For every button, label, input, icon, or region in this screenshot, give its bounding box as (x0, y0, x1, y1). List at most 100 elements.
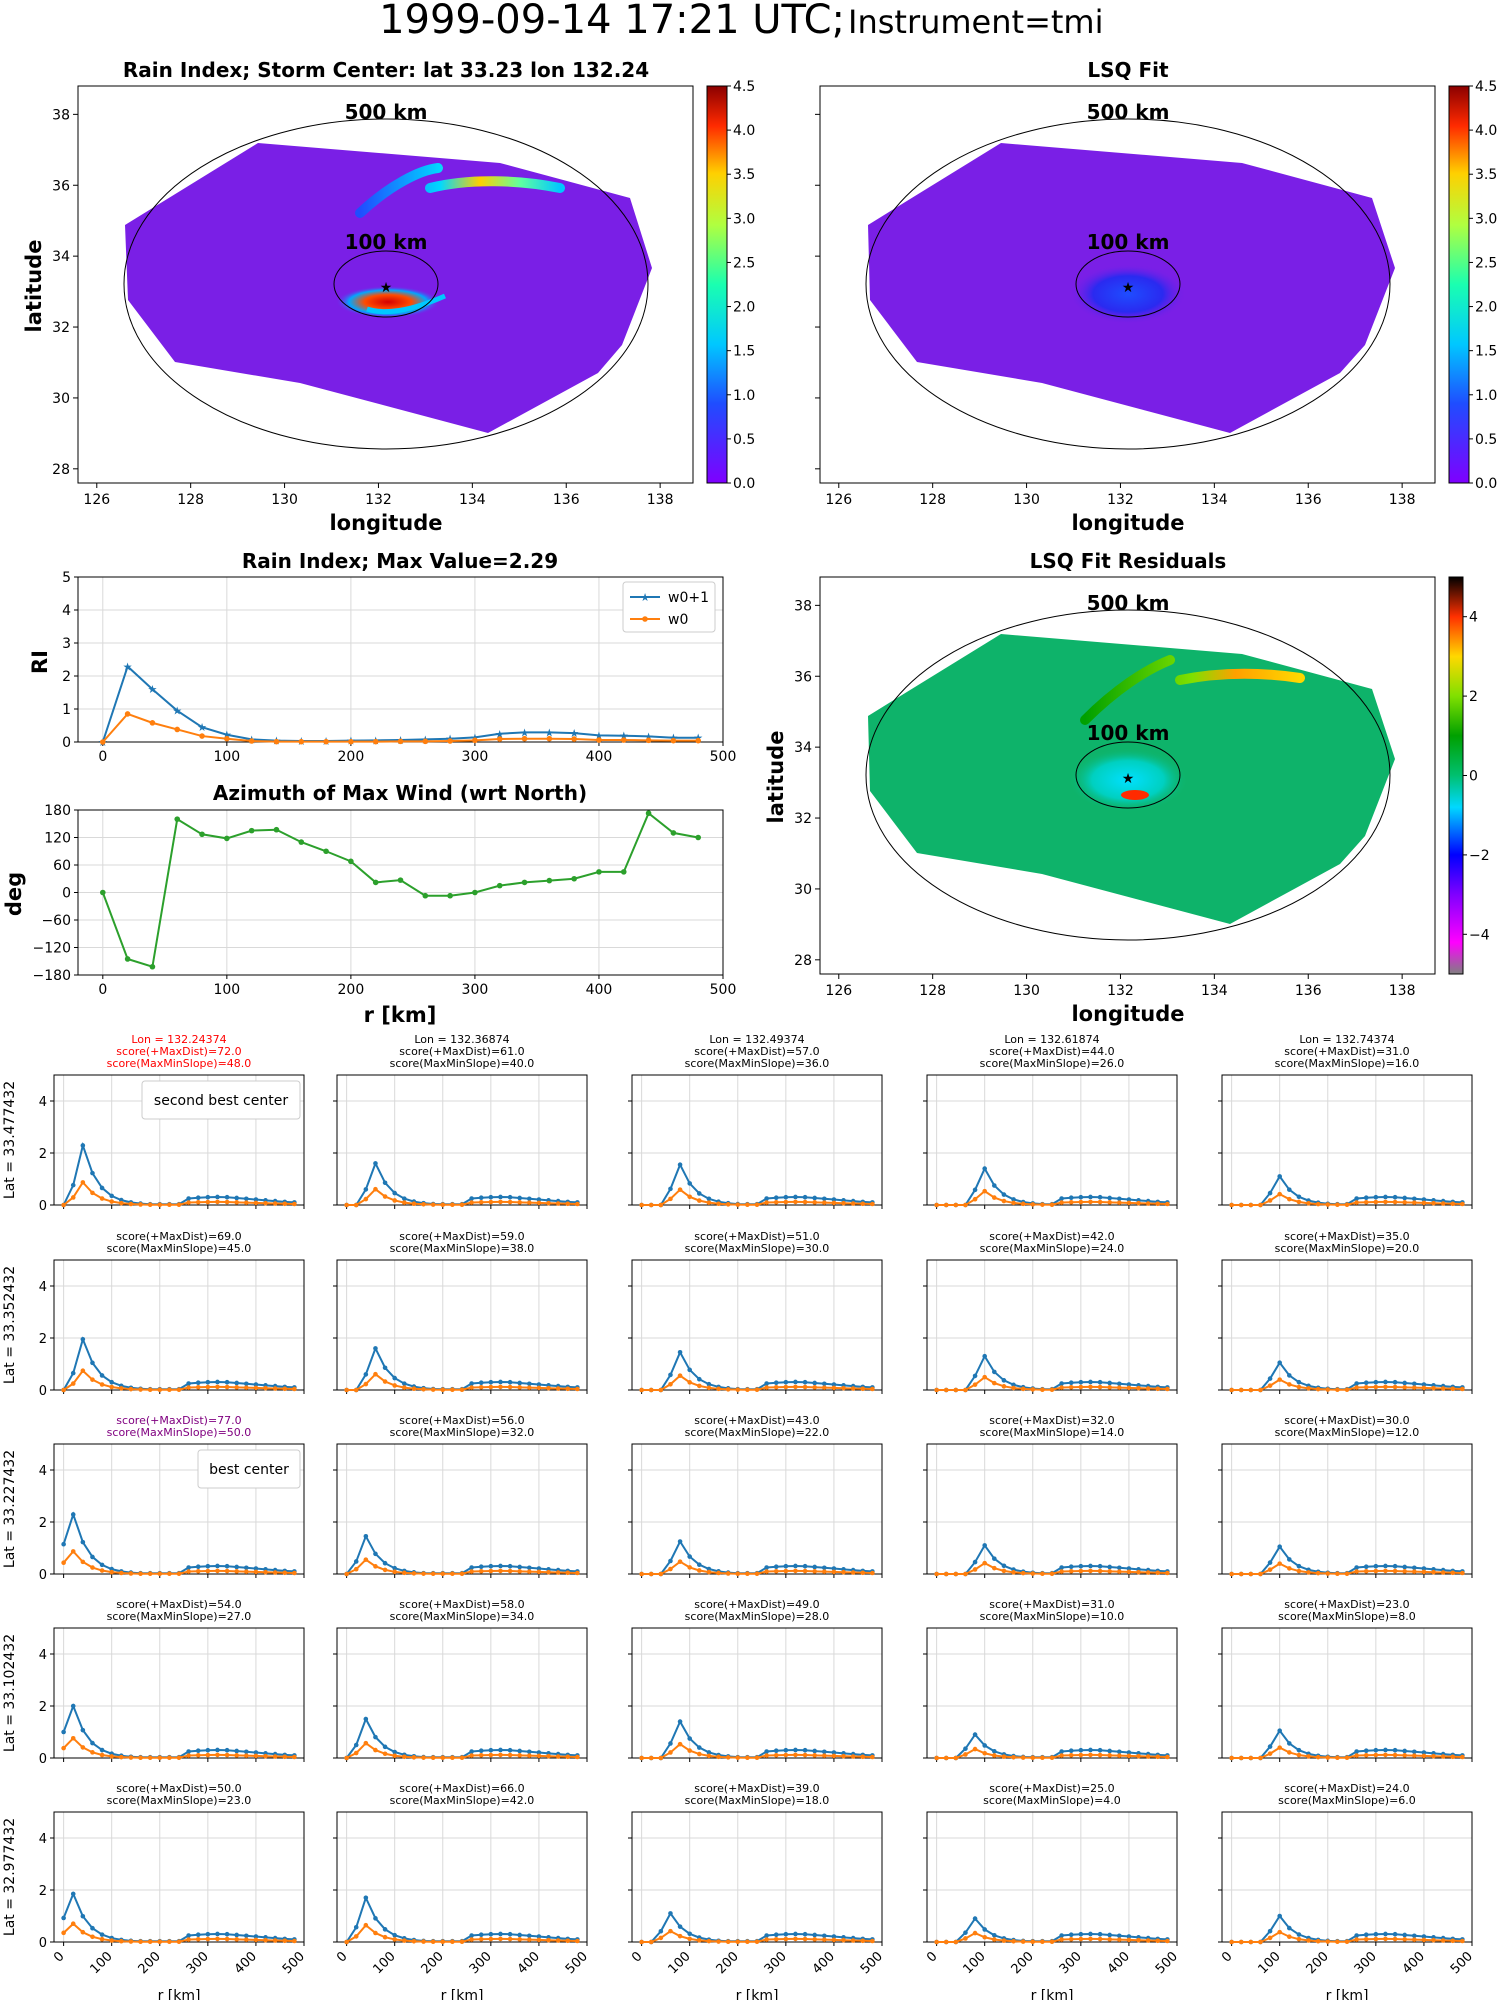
panel-blue-point (70, 1703, 76, 1709)
panel-orange-point (430, 1571, 436, 1577)
panel-orange-point (870, 1938, 875, 1944)
azimuth-xtick-label: 200 (338, 982, 365, 998)
panel-orange-point (292, 1386, 297, 1392)
panel-blue-point (668, 1741, 673, 1746)
chart-rain-index-profile: Rain Index; Max Value=2.29 RI 0 100 200 300… (28, 549, 736, 765)
panel-orange-point (344, 1387, 349, 1393)
panel-blue-point (1117, 1565, 1122, 1571)
panel-orange-point (440, 1939, 446, 1945)
panel-blue-point (382, 1744, 388, 1750)
panel-orange-point (253, 1753, 259, 1759)
panel-orange-point (687, 1380, 692, 1385)
panel-orange-point (546, 1385, 551, 1391)
panel-blue-point (992, 1748, 997, 1754)
azimuth-series-0-point (224, 835, 230, 842)
azimuth-series-0-point (323, 848, 329, 855)
panel-r4-c0-ytick-label: 4 (39, 1832, 47, 1847)
panel-orange-point (764, 1753, 769, 1758)
panel-orange-point (1392, 1199, 1398, 1205)
panel-orange-point (527, 1937, 532, 1942)
panel-orange-point (706, 1200, 712, 1205)
panel-orange-point (119, 1754, 124, 1760)
panel-orange-point (373, 1564, 378, 1569)
panel-score-maxdist: score(+MaxDist)=77.0 (116, 1414, 241, 1427)
panel-orange-point (1344, 1387, 1350, 1393)
ri-profile-series-1-point (397, 738, 404, 745)
panel-orange-point (1325, 1202, 1331, 1207)
panel-lon-label: Lon = 132.61874 (1004, 1033, 1099, 1046)
panel-blue-point (469, 1933, 474, 1938)
map-residuals-cb-tick-label: −2 (1469, 848, 1490, 864)
panel-orange-point (860, 1570, 866, 1576)
panel-orange-point (1248, 1387, 1254, 1393)
panel-blue-point (1126, 1750, 1132, 1755)
panel-blue-point (215, 1747, 220, 1753)
panel-orange-point (1450, 1201, 1456, 1207)
map-residuals-xtick-label: 136 (1295, 983, 1322, 999)
panel-orange-point (176, 1387, 182, 1393)
panel-blue-point (1392, 1563, 1398, 1569)
panel-orange-point (1344, 1755, 1350, 1761)
panel-r4-c2-background (632, 1812, 882, 1942)
panel-blue-point (90, 1360, 95, 1366)
panel-orange-point (90, 1750, 95, 1755)
panel-orange-point (1068, 1384, 1074, 1390)
ri-profile-series-1-point (620, 737, 627, 743)
panel-orange-point (716, 1939, 721, 1944)
panel-r1-c0: 0 2 4 score(MaxMinSlope)=45.0score(+MaxDist… (39, 1230, 305, 1399)
chart-azimuth-xlabel: r [km] (364, 1003, 437, 1027)
panel-blue-point (1287, 1925, 1292, 1931)
panel-orange-point (1145, 1754, 1151, 1759)
panel-blue-point (1383, 1194, 1388, 1200)
panel-orange-point (1078, 1384, 1084, 1390)
panel-blue-point (61, 1729, 66, 1735)
map-residuals-cb-tick-label: 2 (1469, 689, 1478, 705)
panel-blue-point (488, 1931, 494, 1937)
panel-orange-point (697, 1751, 702, 1757)
panel-orange-point (1258, 1755, 1263, 1761)
figure-title: 1999-09-14 17:21 UTC; (379, 0, 845, 43)
panel-orange-point (1020, 1755, 1026, 1760)
panel-blue-point (1392, 1379, 1398, 1385)
panel-blue-point (773, 1380, 779, 1386)
map-rain-index-xlabel: longitude (329, 511, 442, 535)
panel-orange-point (1049, 1387, 1055, 1393)
panel-blue-point (1097, 1563, 1103, 1569)
panel-blue-point (963, 1746, 968, 1751)
panel-orange-point (1248, 1571, 1254, 1577)
panel-orange-point (1117, 1385, 1122, 1390)
panel-blue-point (90, 1554, 95, 1560)
panel-orange-point (1078, 1199, 1084, 1205)
ri-profile-ytick-label: 5 (62, 570, 71, 586)
panel-blue-point (1107, 1932, 1112, 1938)
panel-orange-point (745, 1939, 750, 1945)
panel-orange-point (128, 1755, 134, 1760)
panel-orange-point (517, 1937, 522, 1942)
panel-r3-c1: score(MaxMinSlope)=34.0score(+MaxDist)=5… (333, 1598, 588, 1762)
panel-orange-point (943, 1387, 949, 1393)
panel-orange-point (469, 1385, 474, 1390)
panel-orange-point (440, 1387, 446, 1393)
panel-orange-point (421, 1939, 426, 1944)
panel-r4-c4-background (1222, 1812, 1472, 1942)
ri-profile-series-1-point (670, 737, 677, 744)
panel-orange-point (392, 1937, 397, 1942)
panel-orange-point (1040, 1571, 1045, 1577)
panel-r1-c4: score(MaxMinSlope)=20.0score(+MaxDist)=3… (1218, 1230, 1473, 1394)
panel-blue-point (1412, 1381, 1417, 1387)
panel-score-slope: score(MaxMinSlope)=4.0 (983, 1794, 1121, 1807)
panel-r2-c1: score(MaxMinSlope)=32.0score(+MaxDist)=5… (333, 1414, 588, 1578)
panel-blue-point (392, 1749, 397, 1755)
panel-orange-point (1315, 1754, 1321, 1760)
panel-blue-point (1126, 1197, 1132, 1202)
panel-orange-point (1392, 1568, 1398, 1574)
panel-orange-point (677, 1741, 683, 1747)
panel-r4-c0-xtick-label: 300 (184, 1949, 212, 1977)
panel-orange-point (754, 1571, 760, 1577)
panel-orange-point (934, 1387, 939, 1393)
map-residuals-cb-tick-label: 4 (1469, 610, 1478, 626)
panel-blue-point (244, 1749, 249, 1755)
panel-blue-point (498, 1379, 503, 1385)
panel-blue-point (1287, 1557, 1292, 1562)
